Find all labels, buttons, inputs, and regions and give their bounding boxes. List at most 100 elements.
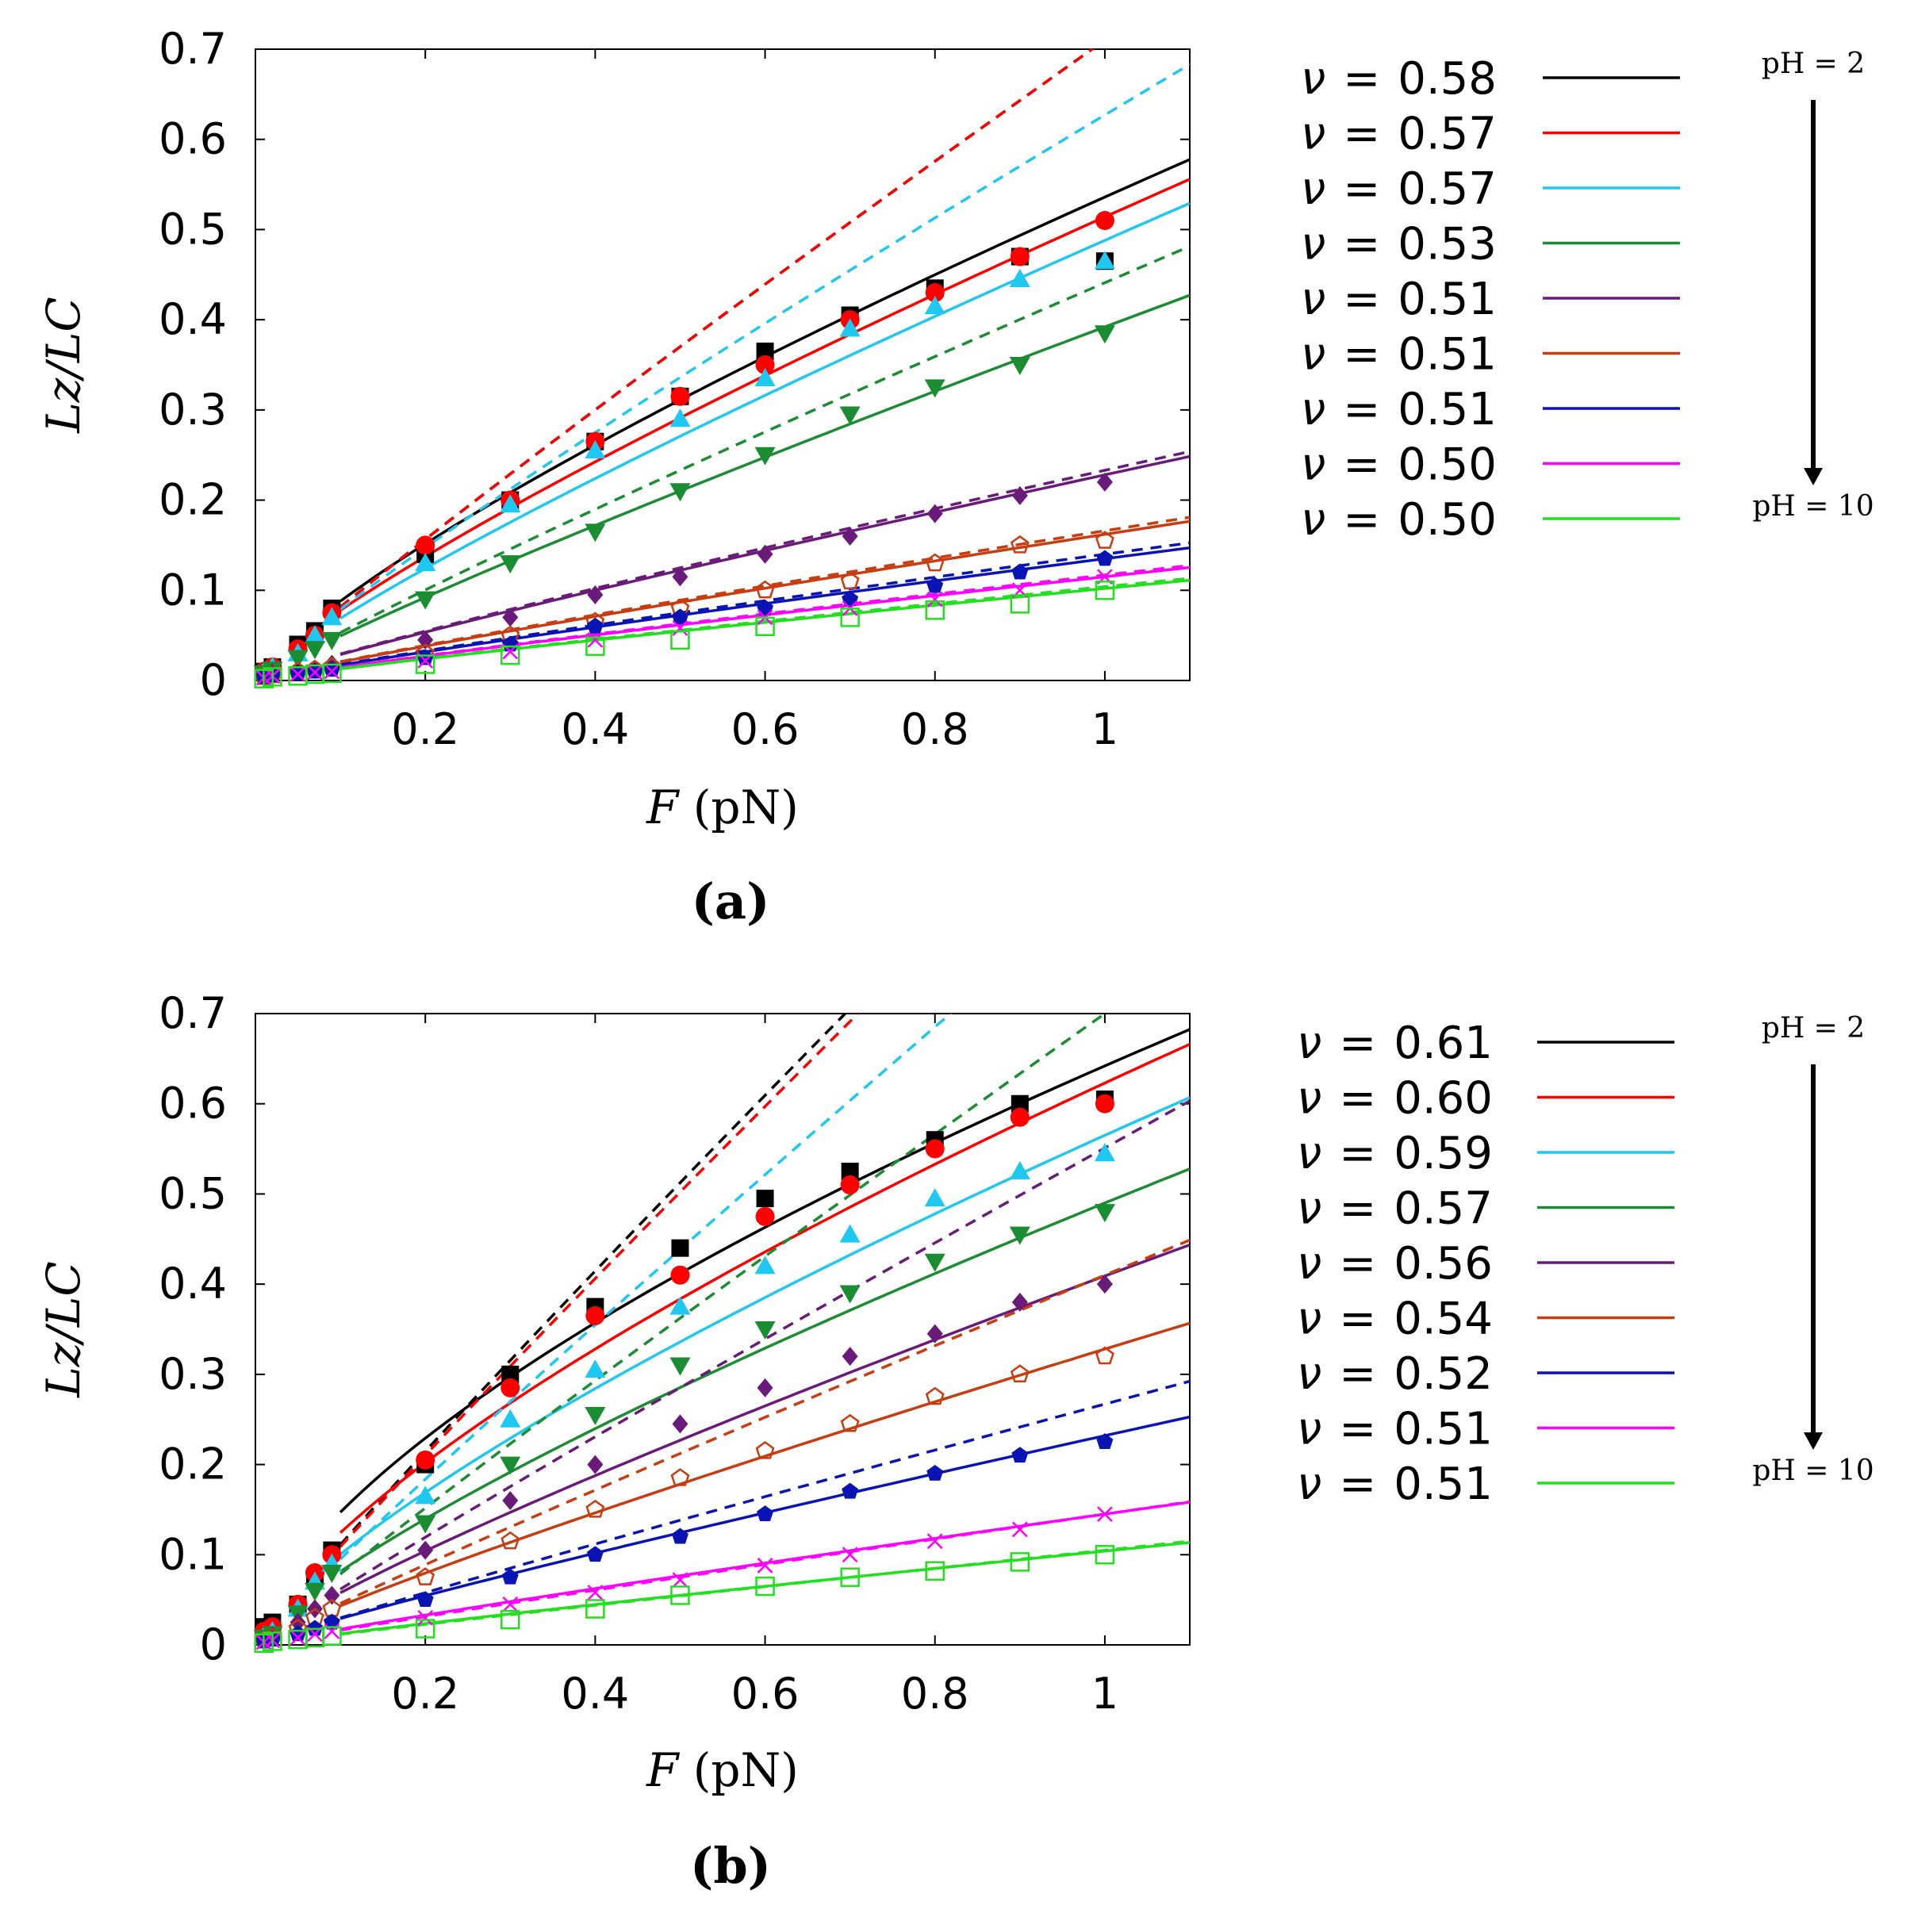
data-point-p0-s1-11 [925, 283, 945, 303]
y-tick-label: 0.3 [159, 385, 227, 435]
legend-entry-label: ν = 0.54 [1297, 1294, 1493, 1345]
data-point-p1-s7-12 [1011, 1521, 1028, 1538]
data-point-p0-s2-12 [1009, 268, 1030, 287]
data-point-p0-s4-6 [502, 608, 519, 627]
legend-entry-label: ν = 0.60 [1297, 1073, 1493, 1125]
legend-equals: = [1339, 1183, 1376, 1235]
legend-value: 0.51 [1398, 384, 1497, 435]
legend-value: 0.51 [1398, 329, 1497, 381]
x-axis-label-var: F [646, 780, 680, 834]
data-point-p1-s5-11 [925, 1386, 945, 1405]
fit-line-solid-s8 [339, 578, 1190, 671]
data-point-p1-s6-9 [757, 1505, 774, 1522]
data-point-p1-s5-9 [755, 1440, 775, 1459]
data-point-p1-s5-12 [1010, 1364, 1030, 1383]
data-point-p0-s5-12 [1010, 535, 1030, 554]
data-point-p0-s2-8 [669, 408, 691, 427]
legend-symbol: ν [1301, 439, 1325, 491]
data-point-p0-s4-10 [842, 527, 858, 546]
fit-line-dashed-s5 [339, 516, 1190, 663]
data-point-p0-s1-8 [670, 386, 690, 406]
data-point-p0-s6-11 [926, 577, 944, 593]
data-point-p1-s5-7 [585, 1499, 605, 1518]
data-point-p1-s1-10 [840, 1175, 860, 1195]
fit-line-dashed-s8 [339, 1539, 1190, 1636]
data-point-p1-s8-5 [415, 1619, 435, 1639]
legend-equals: = [1339, 1073, 1376, 1125]
data-point-p1-s6-6 [501, 1568, 519, 1585]
fit-line-dashed-s3 [339, 1014, 1107, 1576]
fit-line-solid-s1 [339, 1043, 1190, 1534]
fit-line-solid-s3 [339, 1167, 1190, 1573]
data-point-p0-s6-9 [757, 600, 774, 615]
legend-equals: = [1339, 1348, 1376, 1400]
fit-line-dashed-s5 [339, 1238, 1190, 1605]
legend-symbol: ν [1297, 1348, 1321, 1400]
legend-value: 0.54 [1394, 1294, 1493, 1345]
data-point-p0-s0-9 [756, 342, 774, 360]
data-point-p1-s4-8 [672, 1414, 688, 1434]
data-point-p1-s5-10 [840, 1413, 860, 1432]
x-tick-label: 0.4 [561, 1669, 629, 1719]
data-point-p1-s6-3 [306, 1620, 324, 1636]
legend-equals: = [1343, 274, 1380, 325]
x-tick-label: 0.6 [731, 704, 800, 754]
data-point-p1-s6-12 [1011, 1447, 1029, 1463]
data-point-p0-s4-8 [672, 567, 688, 587]
x-axis-label-unit: (pN) [678, 1743, 799, 1797]
fit-line-dashed-s0 [339, 49, 1095, 608]
data-point-p1-s4-13 [1096, 1275, 1113, 1294]
legend-entry-label: ν = 0.50 [1301, 439, 1497, 491]
data-point-p1-s0-9 [756, 1190, 774, 1208]
data-point-p1-s4-11 [926, 1324, 943, 1344]
data-point-p0-s3-12 [1009, 357, 1030, 375]
data-point-p0-s8-1 [263, 667, 282, 687]
y-tick-label: 0.7 [159, 988, 227, 1038]
fit-line-dashed-s1 [339, 1014, 861, 1548]
data-point-p1-s4-2 [290, 1612, 306, 1632]
data-point-p1-s3-3 [304, 1582, 325, 1601]
data-point-p1-s7-5 [417, 1610, 434, 1626]
y-tick-label: 0.6 [159, 1079, 227, 1129]
legend-entry-label: ν = 0.52 [1297, 1348, 1493, 1400]
ph-bottom-label: pH = 10 [1752, 1455, 1874, 1487]
legend-symbol: ν [1301, 384, 1325, 435]
data-point-p0-s3-6 [500, 555, 521, 574]
curves-group [339, 1014, 1190, 1636]
legend-symbol: ν [1301, 53, 1325, 105]
data-point-p0-s6-2 [290, 664, 307, 680]
data-point-p0-s3-13 [1094, 325, 1115, 344]
data-point-p1-s1-13 [1095, 1094, 1114, 1114]
legend-equals: = [1339, 1238, 1376, 1290]
data-point-p0-s8-13 [1095, 581, 1115, 600]
x-axis-label-unit: (pN) [678, 780, 799, 834]
legend-entry-label: ν = 0.51 [1301, 384, 1497, 435]
y-tick-label: 0.6 [159, 114, 227, 164]
data-point-p1-s6-8 [671, 1528, 688, 1544]
data-point-p0-s2-13 [1094, 251, 1115, 270]
plot-frame [255, 48, 1191, 681]
data-point-p1-s5-5 [416, 1567, 435, 1585]
data-point-p1-s7-2 [290, 1630, 306, 1646]
fit-line-dashed-s3 [339, 244, 1190, 634]
x-tick-label: 1 [1091, 1669, 1118, 1719]
data-point-p1-s1-9 [755, 1206, 775, 1226]
data-point-p1-s5-8 [670, 1468, 690, 1486]
data-point-p1-s2-7 [585, 1359, 606, 1378]
data-point-p0-s2-6 [500, 494, 521, 513]
fit-line-solid-s2 [339, 201, 1190, 620]
data-point-p1-s2-11 [924, 1188, 945, 1207]
legend-value: 0.57 [1398, 163, 1497, 215]
markers-group [253, 1091, 1115, 1653]
data-point-p1-s1-7 [585, 1305, 605, 1325]
data-point-p0-s3-3 [304, 641, 325, 660]
data-point-p0-s2-7 [585, 440, 606, 459]
data-point-p0-s2-9 [754, 368, 776, 387]
legend-entry-label: ν = 0.51 [1301, 329, 1497, 381]
legend-equals: = [1343, 219, 1380, 270]
legend-entry-label: ν = 0.51 [1301, 274, 1497, 325]
legend-symbol: ν [1297, 1018, 1321, 1069]
legend-entry-label: ν = 0.50 [1301, 494, 1497, 546]
data-point-p1-s0-12 [1011, 1094, 1029, 1113]
